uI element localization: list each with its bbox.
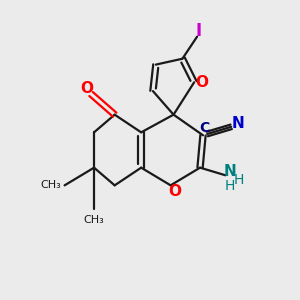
Text: I: I (196, 22, 202, 40)
Text: H: H (225, 178, 235, 193)
Text: N: N (224, 164, 236, 179)
Text: O: O (195, 75, 208, 90)
Text: O: O (169, 184, 182, 199)
Text: O: O (80, 81, 93, 96)
Text: C: C (199, 121, 209, 134)
Text: N: N (231, 116, 244, 131)
Text: H: H (233, 173, 244, 187)
Text: CH₃: CH₃ (84, 215, 104, 225)
Text: CH₃: CH₃ (40, 180, 61, 190)
